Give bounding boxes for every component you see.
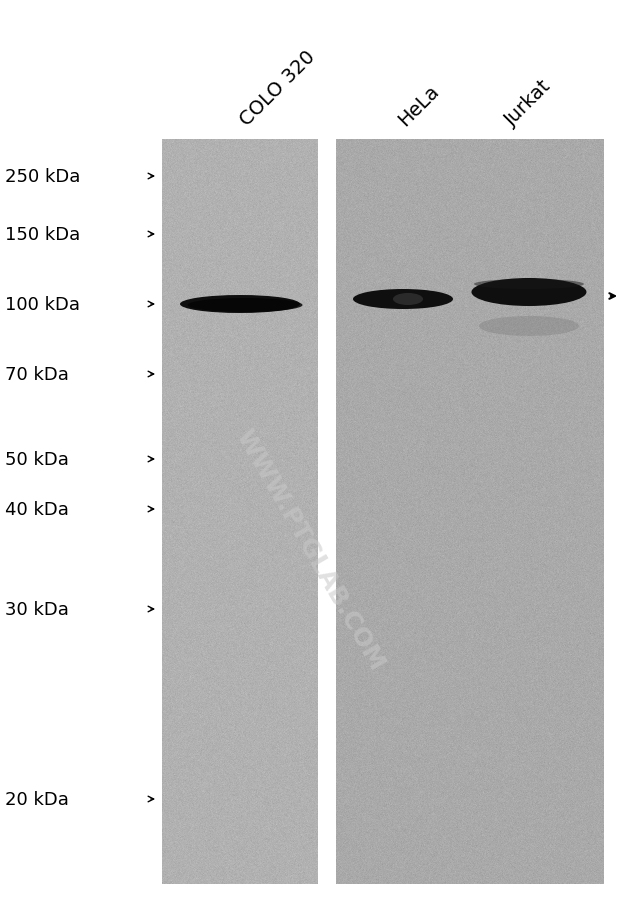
Ellipse shape xyxy=(187,299,303,313)
Text: 70 kDa: 70 kDa xyxy=(5,365,69,383)
Ellipse shape xyxy=(479,317,579,336)
Text: 30 kDa: 30 kDa xyxy=(5,601,69,618)
Text: Jurkat: Jurkat xyxy=(502,77,555,130)
Text: WWW.PTGLAB.COM: WWW.PTGLAB.COM xyxy=(231,425,389,674)
Text: 250 kDa: 250 kDa xyxy=(5,168,81,186)
Ellipse shape xyxy=(353,290,453,309)
Text: 50 kDa: 50 kDa xyxy=(5,450,69,468)
Text: 20 kDa: 20 kDa xyxy=(5,790,69,808)
Text: 40 kDa: 40 kDa xyxy=(5,501,69,519)
Bar xyxy=(162,140,318,884)
Text: HeLa: HeLa xyxy=(394,82,443,130)
Ellipse shape xyxy=(474,280,584,290)
Text: 150 kDa: 150 kDa xyxy=(5,226,80,244)
Ellipse shape xyxy=(393,294,423,306)
Text: 100 kDa: 100 kDa xyxy=(5,296,80,314)
Text: COLO 320: COLO 320 xyxy=(237,48,319,130)
Bar xyxy=(336,140,604,884)
Ellipse shape xyxy=(180,296,300,314)
Ellipse shape xyxy=(471,279,587,307)
